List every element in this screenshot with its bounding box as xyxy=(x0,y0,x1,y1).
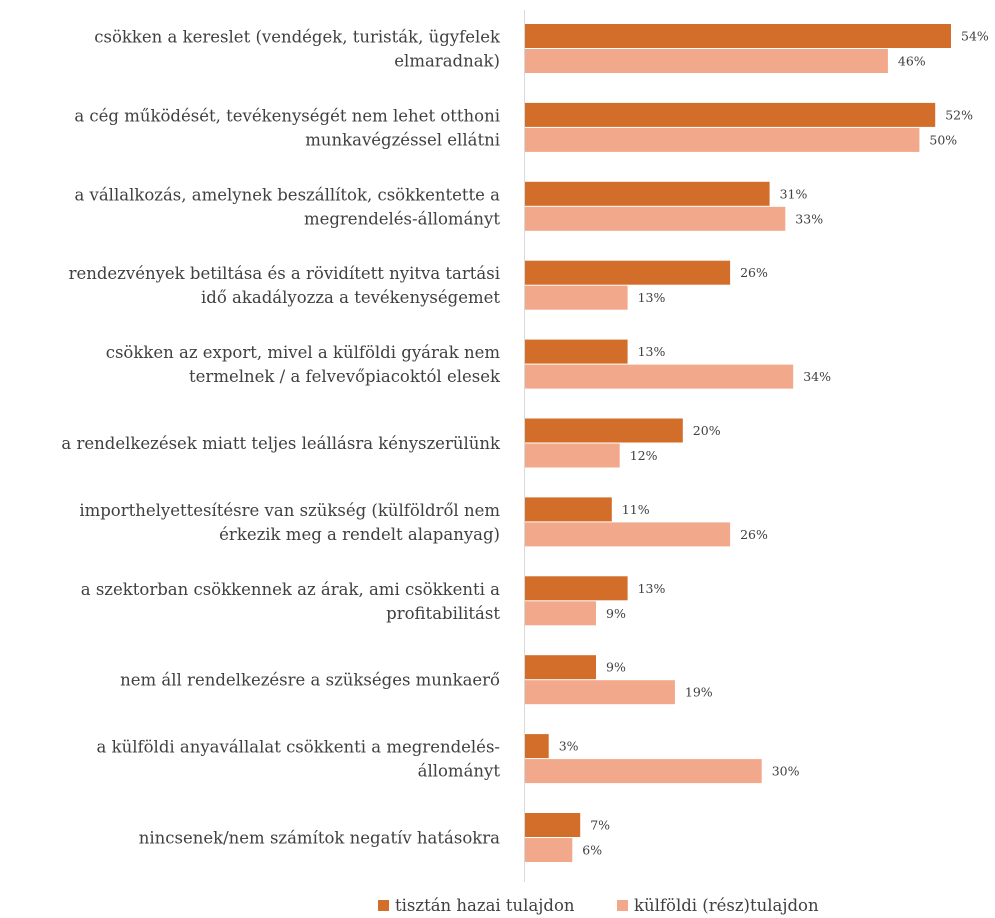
data-label-kulfoldi: 26% xyxy=(740,527,768,542)
bar-hazai xyxy=(525,576,628,601)
data-label-kulfoldi: 13% xyxy=(638,290,666,305)
bar-kulfoldi xyxy=(525,443,620,468)
category-label: nem áll rendelkezésre a szükséges munkae… xyxy=(120,671,500,690)
legend-swatch-hazai xyxy=(378,900,389,911)
category-label-line: nem áll rendelkezésre a szükséges munkae… xyxy=(120,671,500,690)
category-label: a külföldi anyavállalat csökkenti a megr… xyxy=(97,738,501,781)
category-label-line: nincsenek/nem számítok negatív hatásokra xyxy=(139,829,500,848)
data-label-kulfoldi: 34% xyxy=(803,369,831,384)
category-label-line: érkezik meg a rendelt alapanyag) xyxy=(219,525,500,544)
category-label-line: profitabilitást xyxy=(386,604,500,623)
data-label-hazai: 7% xyxy=(590,818,610,833)
category-label-line: a külföldi anyavállalat csökkenti a megr… xyxy=(97,738,500,757)
bar-kulfoldi xyxy=(525,680,675,705)
data-label-kulfoldi: 19% xyxy=(685,685,713,700)
data-label-hazai: 20% xyxy=(693,423,721,438)
bar-hazai xyxy=(525,418,683,443)
data-label-hazai: 9% xyxy=(606,660,626,675)
category-label-line: rendezvények betiltása és a rövidített n… xyxy=(69,264,500,283)
bar-kulfoldi xyxy=(525,206,786,231)
data-label-kulfoldi: 33% xyxy=(795,211,823,226)
category-label-line: állományt xyxy=(418,762,501,781)
category-label: csökken a kereslet (vendégek, turisták, … xyxy=(94,28,501,71)
category-label-line: a vállalkozás, amelynek beszállítok, csö… xyxy=(74,185,500,204)
bar-kulfoldi xyxy=(525,364,794,389)
bar-hazai xyxy=(525,24,951,48)
bar-hazai xyxy=(525,339,628,364)
legend-label-hazai: tisztán hazai tulajdon xyxy=(395,896,575,915)
category-label-line: a cég működését, tevékenységét nem lehet… xyxy=(74,106,500,125)
category-label-line: a rendelkezések miatt teljes leállásra k… xyxy=(61,434,501,453)
data-label-hazai: 13% xyxy=(638,581,666,596)
bar-kulfoldi xyxy=(525,127,920,152)
category-label: a vállalkozás, amelynek beszállítok, csö… xyxy=(74,185,500,228)
bar-hazai xyxy=(525,497,612,522)
category-label-line: elmaradnak) xyxy=(394,52,500,71)
data-label-kulfoldi: 12% xyxy=(630,448,658,463)
data-label-kulfoldi: 30% xyxy=(772,764,800,779)
data-label-hazai: 11% xyxy=(622,502,650,517)
data-label-hazai: 13% xyxy=(638,344,666,359)
category-label-line: csökken a kereslet (vendégek, turisták, … xyxy=(94,28,501,47)
data-label-kulfoldi: 9% xyxy=(606,606,626,621)
category-label-line: a szektorban csökkennek az árak, ami csö… xyxy=(81,580,500,599)
data-label-kulfoldi: 50% xyxy=(929,132,957,147)
bar-hazai xyxy=(525,102,936,127)
data-label-hazai: 3% xyxy=(559,739,579,754)
category-label: a cég működését, tevékenységét nem lehet… xyxy=(74,106,500,149)
category-label: a rendelkezések miatt teljes leállásra k… xyxy=(61,434,501,453)
category-labels: csökken a kereslet (vendégek, turisták, … xyxy=(61,28,501,848)
category-label-line: munkavégzéssel ellátni xyxy=(305,130,500,149)
data-label-kulfoldi: 6% xyxy=(582,843,602,858)
data-label-hazai: 54% xyxy=(961,29,989,44)
bars xyxy=(525,24,951,862)
bar-hazai xyxy=(525,181,770,206)
category-label: nincsenek/nem számítok negatív hatásokra xyxy=(139,829,500,848)
legend: tisztán hazai tulajdon külföldi (rész)tu… xyxy=(378,896,819,915)
data-labels: 54% 46% 52% 50% 31% 33% 26% 13% 13% 34% 20% 12% 11% 2… xyxy=(559,29,989,858)
category-label: rendezvények betiltása és a rövidített n… xyxy=(69,264,501,307)
category-label: csökken az export, mivel a külföldi gyár… xyxy=(106,343,501,386)
bar-kulfoldi xyxy=(525,285,628,310)
bar-kulfoldi xyxy=(525,759,762,784)
legend-label-kulfoldi: külföldi (rész)tulajdon xyxy=(634,896,819,915)
category-label-line: idő akadályozza a tevékenységemet xyxy=(201,288,500,307)
bar-hazai xyxy=(525,813,581,837)
data-label-hazai: 52% xyxy=(945,107,973,122)
bar-hazai xyxy=(525,734,549,759)
bar-hazai xyxy=(525,260,731,285)
category-label-line: importhelyettesítésre van szükség (külfö… xyxy=(79,501,500,520)
bar-kulfoldi xyxy=(525,838,573,862)
data-label-hazai: 31% xyxy=(780,186,808,201)
bar-kulfoldi xyxy=(525,601,596,626)
category-label-line: csökken az export, mivel a külföldi gyár… xyxy=(106,343,501,362)
bar-kulfoldi xyxy=(525,49,888,73)
category-label-line: termelnek / a felvevőpiacoktól elesek xyxy=(189,367,501,386)
data-label-kulfoldi: 46% xyxy=(898,54,926,69)
bar-kulfoldi xyxy=(525,522,731,547)
category-label: importhelyettesítésre van szükség (külfö… xyxy=(79,501,500,544)
category-label: a szektorban csökkennek az árak, ami csö… xyxy=(81,580,501,623)
legend-swatch-kulfoldi xyxy=(617,900,628,911)
data-label-hazai: 26% xyxy=(740,265,768,280)
category-label-line: megrendelés-állományt xyxy=(304,209,500,228)
bar-hazai xyxy=(525,655,596,680)
